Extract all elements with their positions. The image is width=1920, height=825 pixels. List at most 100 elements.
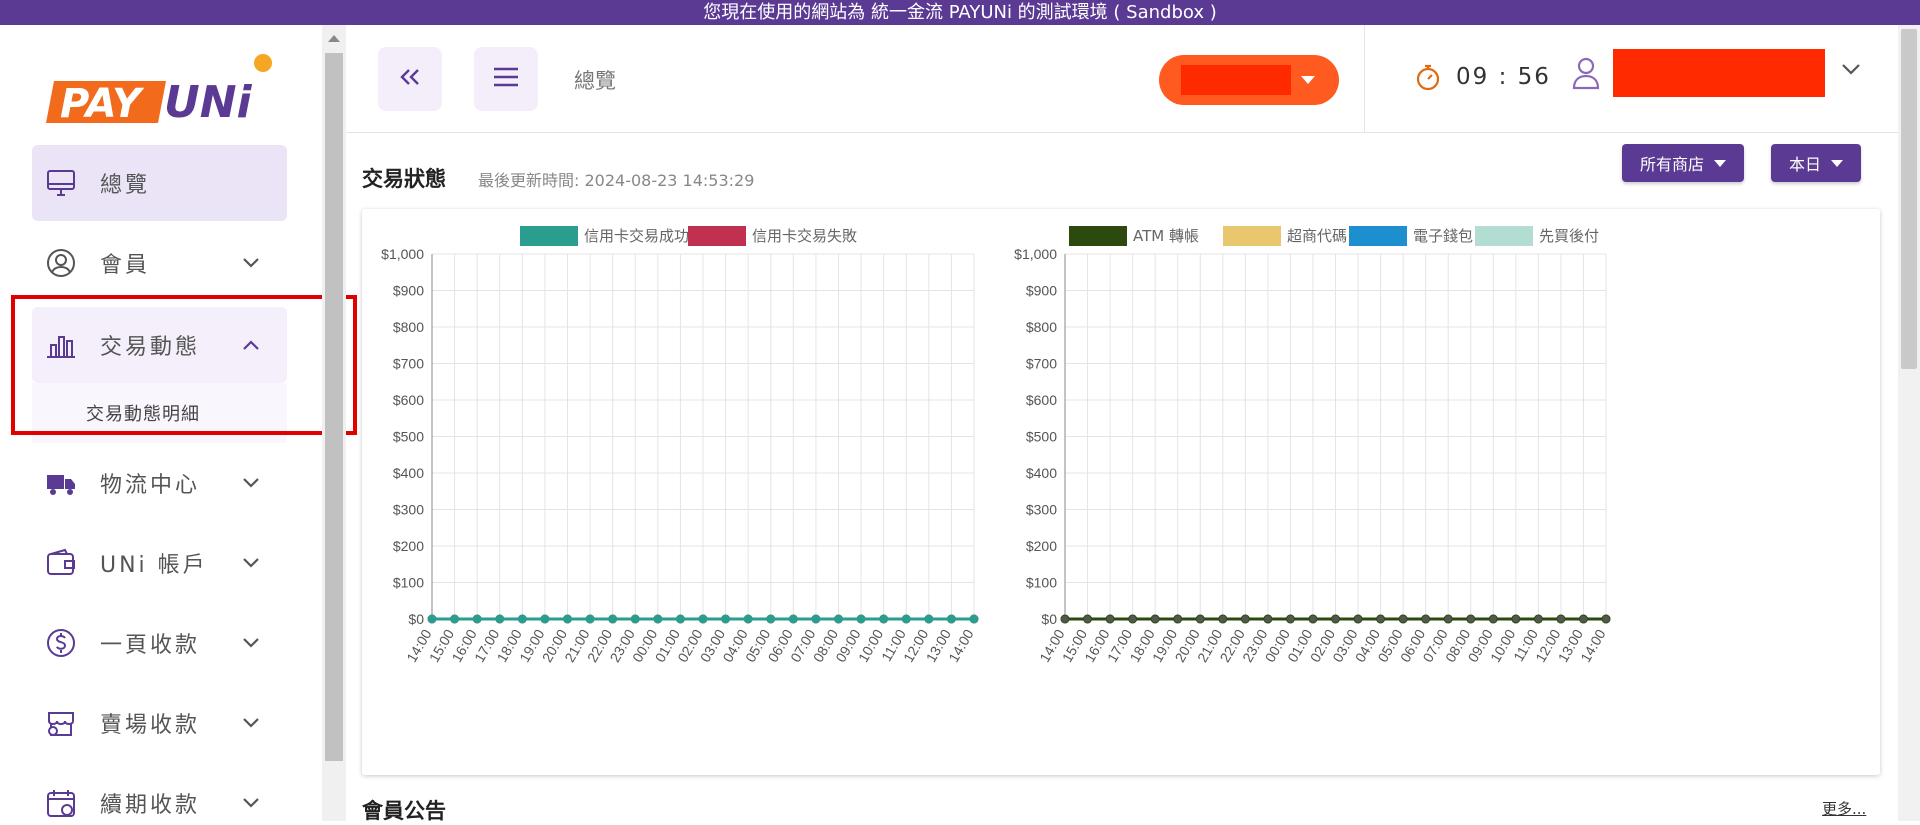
y-tick-label: $100 bbox=[393, 575, 424, 591]
y-tick-label: $300 bbox=[1026, 502, 1057, 518]
sidebar-item-logistics[interactable]: 物流中心 bbox=[32, 445, 287, 521]
y-tick-label: $1,000 bbox=[381, 246, 424, 262]
sandbox-banner-text: 您現在使用的網站為 統一金流 PAYUNi 的測試環境 ( Sandbox ) bbox=[703, 2, 1217, 23]
data-point bbox=[1601, 614, 1611, 624]
data-point bbox=[1466, 614, 1476, 624]
chevron-down-icon bbox=[239, 251, 263, 275]
breadcrumb: 總覽 bbox=[574, 69, 616, 93]
sidebar-item-label: 賣場收款 bbox=[100, 713, 201, 738]
session-timer: 09 : 56 bbox=[1414, 63, 1551, 91]
hamburger-menu-icon bbox=[493, 67, 519, 91]
data-point bbox=[721, 614, 731, 624]
last-updated-text: 最後更新時間: 2024-08-23 14:53:29 bbox=[478, 171, 755, 190]
sidebar-scrollbar[interactable] bbox=[322, 25, 346, 821]
legend-label: 先買後付 bbox=[1539, 227, 1599, 245]
sidebar-item-store-payment[interactable]: 賣場收款 bbox=[32, 685, 287, 761]
data-point bbox=[1128, 614, 1138, 624]
store-filter-dropdown[interactable]: 所有商店 bbox=[1622, 144, 1745, 182]
x-tick-label: 14:00 bbox=[1577, 626, 1608, 665]
data-point bbox=[1195, 614, 1205, 624]
scroll-up-arrow-icon[interactable] bbox=[328, 35, 340, 42]
sidebar-item-uni-account[interactable]: UNi 帳戶 bbox=[32, 525, 287, 601]
data-point bbox=[540, 614, 550, 624]
y-tick-label: $400 bbox=[1026, 465, 1057, 481]
data-point bbox=[879, 614, 889, 624]
truck-icon bbox=[44, 466, 78, 500]
data-point bbox=[1511, 614, 1521, 624]
menu-toggle-button[interactable] bbox=[474, 47, 538, 111]
logo-pay-text: PAY bbox=[60, 81, 145, 127]
double-chevron-left-icon bbox=[399, 68, 421, 90]
collapse-sidebar-button[interactable] bbox=[378, 47, 442, 111]
data-point bbox=[1353, 614, 1363, 624]
data-point bbox=[1308, 614, 1318, 624]
y-tick-label: $700 bbox=[393, 356, 424, 372]
user-menu[interactable] bbox=[1571, 49, 1865, 97]
data-point bbox=[427, 614, 437, 624]
y-tick-label: $600 bbox=[1026, 392, 1057, 408]
legend-label: ATM 轉帳 bbox=[1133, 227, 1199, 245]
sidebar-item-transactions[interactable]: 交易動態 bbox=[32, 307, 287, 383]
more-announcements-link[interactable]: 更多... bbox=[1822, 800, 1867, 818]
top-bar: 總覽 09 : 56 bbox=[346, 25, 1898, 133]
period-filter-dropdown[interactable]: 本日 bbox=[1771, 144, 1862, 182]
data-point bbox=[517, 614, 527, 624]
sidebar-item-label: 物流中心 bbox=[100, 473, 201, 498]
transaction-status-title: 交易狀態 bbox=[362, 167, 446, 191]
sidebar-scrollbar-thumb[interactable] bbox=[325, 53, 343, 761]
merchant-selector[interactable] bbox=[1159, 55, 1339, 105]
y-tick-label: $500 bbox=[1026, 429, 1057, 445]
data-point bbox=[585, 614, 595, 624]
wallet-icon bbox=[44, 546, 78, 580]
data-point bbox=[630, 614, 640, 624]
page-scrollbar[interactable] bbox=[1898, 25, 1920, 821]
data-point bbox=[675, 614, 685, 624]
caret-down-icon bbox=[1714, 159, 1727, 167]
page-scrollbar-thumb[interactable] bbox=[1901, 29, 1917, 369]
data-point bbox=[1556, 614, 1566, 624]
data-point bbox=[901, 614, 911, 624]
legend-label: 電子錢包 bbox=[1413, 227, 1473, 245]
y-tick-label: $600 bbox=[393, 392, 424, 408]
data-point bbox=[608, 614, 618, 624]
legend-swatch bbox=[1475, 226, 1533, 246]
user-circle-icon bbox=[44, 246, 78, 280]
data-point bbox=[1421, 614, 1431, 624]
data-point bbox=[969, 614, 979, 624]
chevron-down-icon bbox=[239, 791, 263, 815]
y-tick-label: $1,000 bbox=[1014, 246, 1057, 262]
session-timer-text: 09 : 56 bbox=[1456, 64, 1551, 90]
chevron-down-icon bbox=[239, 631, 263, 655]
period-filter-label: 本日 bbox=[1789, 155, 1822, 174]
payuni-logo[interactable]: PAY UNi bbox=[46, 43, 276, 133]
y-tick-label: $900 bbox=[393, 283, 424, 299]
legend-label: 超商代碼 bbox=[1287, 227, 1347, 245]
sidebar-item-label: 交易動態 bbox=[100, 335, 201, 360]
data-point bbox=[1578, 614, 1588, 624]
sidebar-item-one-page-payment[interactable]: 一頁收款 bbox=[32, 605, 287, 681]
data-point bbox=[946, 614, 956, 624]
legend-swatch bbox=[1069, 226, 1127, 246]
x-tick-label: 14:00 bbox=[945, 626, 976, 665]
transaction-charts-card: $0 $100 $200 $300 $400 $500 $600 $700 $800 $900 $1… bbox=[362, 209, 1880, 775]
sidebar-item-recurring-payment[interactable]: 續期收款 bbox=[32, 765, 287, 821]
data-point bbox=[1240, 614, 1250, 624]
header-divider bbox=[1364, 25, 1365, 133]
legend-swatch bbox=[688, 226, 746, 246]
calendar-icon bbox=[44, 786, 78, 820]
sidebar-item-label: 續期收款 bbox=[100, 793, 201, 818]
user-icon bbox=[1571, 56, 1601, 90]
sidebar-item-overview[interactable]: 總覽 bbox=[32, 145, 287, 221]
data-point bbox=[811, 614, 821, 624]
bar-chart-icon bbox=[44, 328, 78, 362]
y-tick-label: $100 bbox=[1026, 575, 1057, 591]
sidebar-item-member[interactable]: 會員 bbox=[32, 225, 287, 301]
y-tick-label: $500 bbox=[393, 429, 424, 445]
monitor-icon bbox=[44, 166, 78, 200]
data-point bbox=[472, 614, 482, 624]
member-announcement-title: 會員公告 bbox=[362, 799, 446, 823]
y-tick-label: $200 bbox=[1026, 538, 1057, 554]
data-point bbox=[1060, 614, 1070, 624]
redacted-merchant-name bbox=[1181, 65, 1291, 95]
legend-swatch bbox=[520, 226, 578, 246]
